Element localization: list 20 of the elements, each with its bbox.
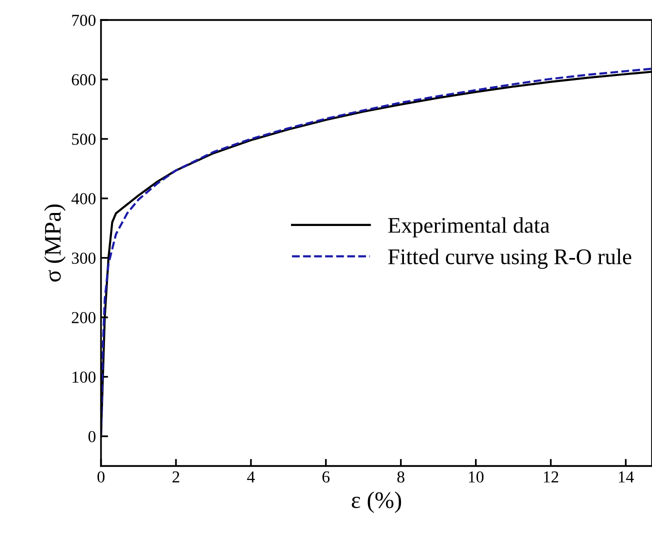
y-tick-label: 700 [72,14,96,26]
x-tick-label: 8 [397,471,404,483]
legend-label: Fitted curve using R-O rule [388,248,632,269]
legend-label: Experimental data [388,217,550,238]
x-tick-label: 0 [97,471,105,483]
y-tick-label: 300 [72,252,96,264]
y-axis-title: σ (MPa) [44,204,66,282]
x-tick-label: 4 [247,471,255,482]
y-tick-label: 100 [72,372,96,383]
x-axis-title: ε (%) [352,492,402,513]
y-tick-label: 200 [72,312,96,324]
y-tick-label: 0 [88,430,96,442]
x-tick-label: 14 [618,471,634,482]
y-tick-label: 500 [72,134,96,145]
x-tick-label: 6 [322,471,330,483]
x-tick-label: 10 [468,471,484,483]
x-tick-label: 12 [544,471,558,482]
y-tick-label: 400 [71,193,96,204]
x-tick-label: 2 [172,471,180,482]
y-tick-label: 600 [72,74,96,86]
